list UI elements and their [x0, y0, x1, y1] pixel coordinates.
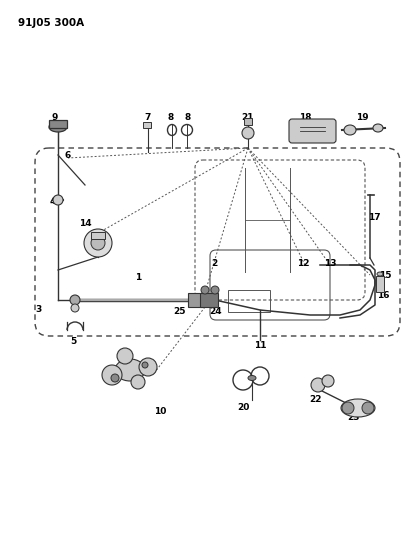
Bar: [49, 120, 67, 128]
Circle shape: [322, 375, 334, 387]
Text: 20: 20: [237, 403, 249, 413]
Text: 23: 23: [348, 414, 360, 423]
Ellipse shape: [344, 125, 356, 135]
Circle shape: [311, 378, 325, 392]
Text: 5: 5: [70, 337, 76, 346]
Bar: [376, 276, 384, 292]
Text: 1: 1: [135, 273, 141, 282]
Text: 7: 7: [145, 114, 151, 123]
Bar: [244, 118, 252, 125]
Circle shape: [53, 195, 63, 205]
Text: 18: 18: [299, 114, 311, 123]
Circle shape: [117, 348, 133, 364]
Text: 19: 19: [356, 114, 368, 123]
Text: 24: 24: [210, 308, 222, 317]
Text: 10: 10: [154, 408, 166, 416]
Circle shape: [139, 358, 157, 376]
Text: 21: 21: [242, 114, 254, 123]
Text: 16: 16: [377, 290, 389, 300]
Text: 3: 3: [35, 305, 41, 314]
FancyBboxPatch shape: [289, 119, 336, 143]
Ellipse shape: [115, 359, 145, 381]
Text: 8: 8: [168, 114, 174, 123]
Text: 91J05 300A: 91J05 300A: [18, 18, 84, 28]
Text: 13: 13: [324, 259, 336, 268]
Circle shape: [102, 365, 122, 385]
Bar: [188, 293, 204, 307]
Text: 25: 25: [174, 308, 186, 317]
Ellipse shape: [341, 399, 375, 417]
Text: 9: 9: [52, 114, 58, 123]
Ellipse shape: [49, 122, 67, 132]
Bar: [228, 290, 270, 312]
Circle shape: [362, 402, 374, 414]
Circle shape: [111, 374, 119, 382]
Circle shape: [84, 229, 112, 257]
Text: 15: 15: [379, 271, 391, 279]
Ellipse shape: [377, 272, 383, 276]
Circle shape: [142, 362, 148, 368]
Text: 2: 2: [211, 260, 217, 269]
Bar: [143, 122, 151, 128]
Ellipse shape: [248, 376, 256, 381]
Text: 12: 12: [297, 259, 309, 268]
Text: 14: 14: [79, 220, 91, 229]
Text: 4: 4: [50, 198, 56, 206]
Text: 11: 11: [254, 342, 266, 351]
Circle shape: [70, 295, 80, 305]
Bar: [91, 232, 105, 239]
Bar: [200, 293, 218, 307]
Circle shape: [242, 127, 254, 139]
Circle shape: [71, 304, 79, 312]
Text: 22: 22: [310, 395, 322, 405]
Text: 17: 17: [368, 214, 380, 222]
Text: 8: 8: [185, 114, 191, 123]
Circle shape: [211, 286, 219, 294]
Circle shape: [91, 236, 105, 250]
Text: 6: 6: [65, 150, 71, 159]
Ellipse shape: [373, 124, 383, 132]
Circle shape: [131, 375, 145, 389]
Circle shape: [201, 286, 209, 294]
Circle shape: [342, 402, 354, 414]
